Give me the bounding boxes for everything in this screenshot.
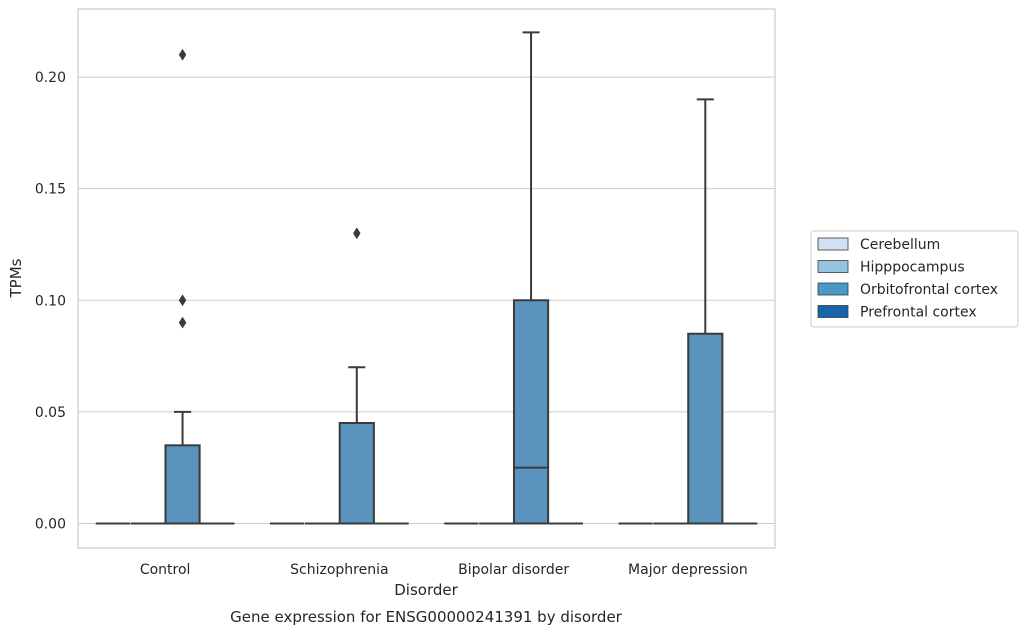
legend-swatch: [817, 260, 849, 273]
y-tick-label: 0.15: [35, 182, 66, 198]
legend-swatch: [817, 305, 849, 318]
box-group: [687, 98, 724, 525]
y-tick-label: 0.20: [35, 70, 66, 86]
box-layer: [95, 31, 758, 525]
outlier-point: [178, 294, 187, 307]
legend-label: Cerebellum: [860, 237, 940, 253]
x-tick-label: Schizophrenia: [290, 562, 388, 578]
y-tick-label: 0.05: [35, 405, 66, 421]
legend-frame: [810, 230, 1019, 328]
x-tick-labels: Control Schizophrenia Bipolar disorder Majo…: [140, 562, 748, 578]
outlier-point: [353, 227, 361, 240]
box-group: [338, 227, 375, 525]
x-axis-label: Disorder: [394, 581, 458, 599]
plot-frame: [77, 8, 776, 549]
box-group: [512, 31, 550, 525]
legend-label: Prefrontal cortex: [860, 305, 977, 321]
legend-swatch: [817, 282, 849, 296]
box-group: [164, 48, 201, 525]
y-tick-label: 0.10: [35, 293, 66, 309]
legend-label: Hipppocampus: [860, 260, 965, 276]
legend-label: Orbitofrontal cortex: [860, 282, 998, 298]
y-axis-label: TPMs: [7, 258, 25, 298]
legend-swatch: [817, 237, 849, 251]
legend: Cerebellum Hipppocampus Orbitofrontal cort…: [810, 230, 1019, 328]
box-body: [512, 299, 550, 525]
box-body: [338, 422, 375, 525]
chart-title: Gene expression for ENSG00000241391 by d…: [230, 608, 623, 626]
box-body: [687, 332, 724, 525]
box-body: [164, 444, 201, 525]
y-tick-labels: 0.00 0.05 0.10 0.15 0.20: [35, 70, 66, 532]
outlier-point: [178, 316, 187, 329]
outlier-point: [178, 48, 187, 61]
x-tick-label: Major depression: [628, 562, 748, 578]
x-tick-label: Control: [140, 562, 191, 578]
y-tick-label: 0.00: [35, 516, 66, 532]
x-tick-label: Bipolar disorder: [458, 562, 569, 578]
